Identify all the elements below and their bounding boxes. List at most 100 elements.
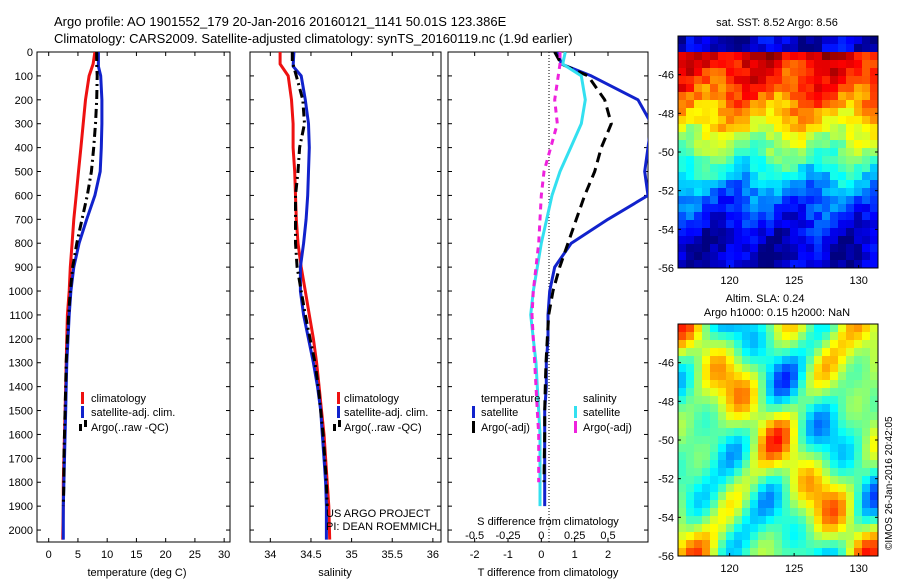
- y-tick-label: 200: [15, 95, 33, 107]
- sla-cell: [774, 428, 783, 437]
- sla-cell: [758, 524, 767, 533]
- sla-cell: [766, 420, 775, 429]
- sst-cell: [806, 228, 815, 237]
- sst-cell: [774, 156, 783, 165]
- sst-cell: [758, 44, 767, 53]
- sst-cell: [718, 44, 727, 53]
- sla-cell: [830, 388, 839, 397]
- sla-cell: [782, 492, 791, 501]
- sst-cell: [758, 244, 767, 253]
- sst-cell: [870, 204, 879, 213]
- sst-cell: [790, 172, 799, 181]
- sla-cell: [854, 476, 863, 485]
- sla-cell: [678, 548, 687, 557]
- sla-cell: [702, 444, 711, 453]
- sst-cell: [814, 260, 823, 269]
- sst-cell: [862, 220, 871, 229]
- sla-cell: [782, 356, 791, 365]
- sst-cell: [814, 76, 823, 85]
- sst-cell: [814, 84, 823, 93]
- sla-cell: [774, 492, 783, 501]
- sst-cell: [678, 84, 687, 93]
- sla-cell: [814, 492, 823, 501]
- sst-cell: [870, 196, 879, 205]
- sla-cell: [798, 380, 807, 389]
- sst-cell: [870, 116, 879, 125]
- sla-cell: [694, 500, 703, 509]
- sst-cell: [758, 108, 767, 117]
- sla-cell: [830, 372, 839, 381]
- sla-cell: [774, 484, 783, 493]
- sst-cell: [774, 36, 783, 45]
- sst-cell: [838, 36, 847, 45]
- series-temperature-satellite: [543, 52, 648, 507]
- sla-cell: [742, 404, 751, 413]
- sst-cell: [822, 156, 831, 165]
- sst-cell: [830, 220, 839, 229]
- sla-cell: [814, 348, 823, 357]
- sla-cell: [766, 396, 775, 405]
- sla-cell: [774, 412, 783, 421]
- sla-cell: [702, 524, 711, 533]
- sla-cell: [870, 436, 879, 445]
- sla-cell: [838, 388, 847, 397]
- s-tick-label: 0.5: [600, 530, 615, 542]
- sst-cell: [790, 148, 799, 157]
- sla-cell: [870, 380, 879, 389]
- sst-cell: [822, 60, 831, 69]
- sst-cell: [694, 132, 703, 141]
- sla-cell: [846, 436, 855, 445]
- sst-cell: [726, 60, 735, 69]
- sla-cell: [830, 436, 839, 445]
- sst-cell: [726, 76, 735, 85]
- sst-cell: [710, 212, 719, 221]
- sla-cell: [750, 484, 759, 493]
- sst-cell: [678, 148, 687, 157]
- sla-cell: [686, 460, 695, 469]
- sla-cell: [814, 476, 823, 485]
- sst-cell: [718, 228, 727, 237]
- sla-cell: [830, 508, 839, 517]
- sla-cell: [806, 500, 815, 509]
- sst-cell: [798, 228, 807, 237]
- sst-cell: [822, 108, 831, 117]
- sla-cell: [766, 516, 775, 525]
- sst-cell: [822, 188, 831, 197]
- sst-cell: [734, 172, 743, 181]
- sla-cell: [782, 372, 791, 381]
- sst-cell: [782, 252, 791, 261]
- sst-cell: [846, 108, 855, 117]
- sst-cell: [678, 228, 687, 237]
- sla-cell: [830, 332, 839, 341]
- sla-cell: [694, 436, 703, 445]
- salinity-x-ticks: 34 34.5 35 35.5 36: [264, 52, 439, 561]
- sla-cell: [742, 412, 751, 421]
- sst-cell: [734, 84, 743, 93]
- sst-cell: [726, 196, 735, 205]
- sst-cell: [846, 84, 855, 93]
- sst-cell: [790, 180, 799, 189]
- series-temperature-argo-adj: [542, 52, 613, 483]
- sla-cell: [750, 364, 759, 373]
- sst-cell: [822, 252, 831, 261]
- sla-cell: [702, 412, 711, 421]
- sst-cell: [838, 236, 847, 245]
- y-tick-label: 900: [15, 262, 33, 274]
- sla-cell: [838, 548, 847, 557]
- sst-cell: [806, 164, 815, 173]
- sla-cell: [782, 332, 791, 341]
- sla-cell: [742, 356, 751, 365]
- sla-cell: [774, 460, 783, 469]
- sla-cell: [718, 340, 727, 349]
- sst-cell: [758, 132, 767, 141]
- sla-cell: [782, 364, 791, 373]
- sla-cell: [702, 460, 711, 469]
- sst-cell: [814, 108, 823, 117]
- sla-cell: [758, 372, 767, 381]
- s-tick-label: 0.25: [564, 530, 585, 542]
- sst-map-image: [678, 36, 879, 269]
- sst-cell: [726, 124, 735, 133]
- sst-cell: [814, 132, 823, 141]
- sst-cell: [798, 172, 807, 181]
- sla-cell: [854, 340, 863, 349]
